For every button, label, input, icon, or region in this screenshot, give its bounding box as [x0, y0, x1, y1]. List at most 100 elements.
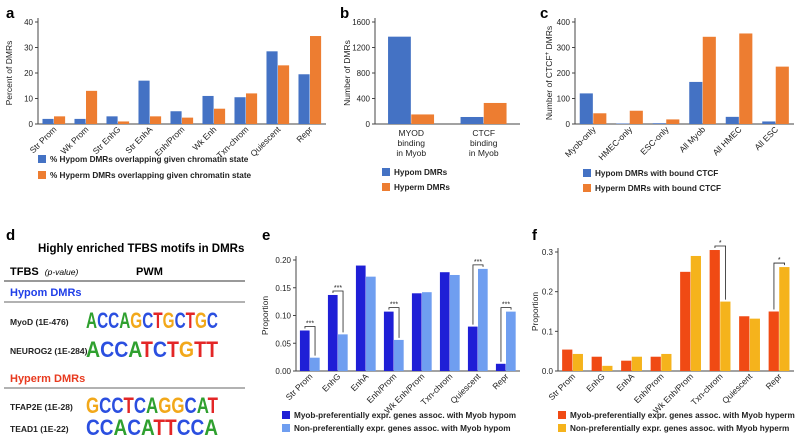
- bar-amber-txn-chrom: [720, 301, 731, 371]
- bar-red-orange-enh-prom: [650, 356, 661, 371]
- legend-swatch-red-orange: [558, 411, 566, 419]
- significance-label: *: [778, 257, 781, 264]
- significance-label: ***: [306, 320, 314, 327]
- logo-letter: T: [153, 415, 165, 439]
- bar-light-blue-wk-enh-prom: [422, 292, 432, 371]
- y-tick-label: 0.10: [275, 312, 291, 321]
- y-label-sup: +: [545, 51, 551, 55]
- hypom-section-title: Hypom DMRs: [10, 287, 82, 299]
- legend-label: Hyperm DMRs with bound CTCF: [595, 184, 721, 193]
- bar-light-blue-txn-chrom: [450, 274, 460, 371]
- logo-letter: G: [179, 337, 194, 362]
- significance-bracket: [773, 262, 785, 310]
- bar-dark-blue-enh-prom: [383, 311, 394, 371]
- legend-swatch-orange: [583, 184, 591, 192]
- y-tick-label: 0: [366, 120, 371, 129]
- x-tick-label: Quiescent: [720, 371, 755, 406]
- logo-letter: C: [127, 415, 141, 439]
- logo-letter: T: [124, 393, 135, 418]
- bar-orange-hmec-only: [629, 110, 643, 124]
- bar-dark-blue-txn-chrom: [439, 272, 450, 371]
- logo-letter: G: [163, 308, 175, 333]
- logo-letter: T: [206, 337, 218, 362]
- legend-swatch-amber: [558, 424, 566, 432]
- x-tick-label: Wk Prom: [59, 124, 91, 156]
- bar-blue-wk-prom: [74, 118, 86, 124]
- bar-blue-str-prom: [42, 118, 54, 124]
- panel-letter-d: d: [6, 227, 15, 244]
- logo-letter: T: [208, 393, 219, 418]
- logo-letter: C: [134, 393, 146, 418]
- logo-letter: A: [86, 308, 97, 333]
- legend-swatch-orange: [382, 183, 390, 191]
- y-tick-label: 1200: [352, 44, 370, 53]
- x-tick-label: EnhG: [584, 371, 606, 393]
- legend-swatch-blue: [583, 169, 591, 177]
- significance-bracket: [388, 307, 400, 338]
- y-tick-label: 20: [24, 69, 33, 78]
- bar-orange-repr: [310, 36, 322, 124]
- bar-orange-str-enha: [150, 116, 162, 124]
- legend-label: Hyperm DMRs: [394, 183, 450, 192]
- bar-light-blue-enhg: [338, 334, 348, 371]
- motif-logo-tfap2e-1e-28: GCCTCAGGCAT: [86, 393, 218, 418]
- x-tick-label: Repr: [764, 371, 784, 391]
- logo-letter: T: [165, 415, 177, 439]
- bar-blue-str-enhg: [106, 116, 118, 124]
- x-tick-label: Myob-only: [563, 124, 598, 159]
- logo-letter: G: [195, 308, 207, 333]
- logo-letter: C: [111, 393, 123, 418]
- logo-letter: T: [167, 337, 179, 362]
- legend-label: Myob-preferentially expr. genes assoc. w…: [570, 411, 795, 420]
- x-tick-label: Repr: [490, 371, 510, 391]
- y-label-main: Number of CTCF: [544, 55, 554, 120]
- x-tick-label: All ESC: [752, 124, 780, 152]
- y-axis-label: Proportion: [260, 296, 270, 335]
- legend-label: Non-preferentially expr. genes assoc. wi…: [570, 424, 789, 433]
- legend-label: Hypom DMRs: [394, 168, 448, 177]
- bar-red-orange-txn-chrom: [709, 250, 720, 371]
- logo-letter: C: [114, 337, 128, 362]
- legend-swatch-orange: [38, 171, 46, 179]
- logo-letter: T: [153, 308, 163, 333]
- legend-label: % Hypom DMRs overlapping given chromatin…: [50, 155, 249, 164]
- y-axis-label: Percent of DMRs: [4, 41, 14, 106]
- legend-label: Myob-preferentially expr. genes assoc. w…: [294, 411, 516, 420]
- significance-bracket: [304, 326, 316, 356]
- bar-amber-repr: [779, 267, 790, 371]
- panel-letter-c: c: [540, 5, 548, 22]
- legend-swatch-light-blue: [282, 424, 290, 432]
- x-tick-label: Str EnhA: [123, 124, 154, 155]
- panel-letter-a: a: [6, 5, 15, 22]
- logo-letter: G: [171, 393, 184, 418]
- bar-blue-esc-only: [652, 123, 666, 124]
- y-label-end: DMRs: [544, 26, 554, 52]
- logo-letter: G: [86, 393, 99, 418]
- bar-blue-myod-binding-in-myob: [388, 36, 411, 124]
- motif-logo-myod-1e-476: ACCAGCTGCTGC: [86, 308, 218, 333]
- bar-orange-str-enhg: [118, 121, 130, 124]
- legend-swatch-dark-blue: [282, 411, 290, 419]
- bar-blue-repr: [298, 74, 310, 124]
- logo-letter: A: [146, 393, 158, 418]
- legend-label: % Hyperm DMRs overlapping given chromati…: [50, 171, 252, 180]
- logo-letter: T: [186, 308, 196, 333]
- y-tick-label: 100: [557, 95, 571, 104]
- bar-dark-blue-quiescent: [467, 326, 478, 371]
- bar-dark-blue-str-prom: [299, 330, 310, 371]
- logo-letter: C: [100, 415, 114, 439]
- bar-amber-enhg: [602, 365, 613, 371]
- x-tick-label: CTCF binding in Myob: [469, 128, 499, 158]
- x-tick-label: HMEC-only: [596, 124, 634, 162]
- bar-dark-blue-enha: [355, 265, 366, 371]
- bar-blue-str-enha: [138, 80, 150, 124]
- x-tick-label-line: CTCF: [472, 128, 495, 138]
- x-tick-label: Wk Enh: [190, 124, 218, 152]
- bar-blue-enh-prom: [170, 111, 182, 124]
- bar-red-orange-wk-enh-prom: [680, 271, 691, 371]
- x-tick-label: Repr: [294, 124, 314, 144]
- y-tick-label: 0.20: [275, 256, 291, 265]
- bar-orange-txn-chrom: [246, 93, 258, 124]
